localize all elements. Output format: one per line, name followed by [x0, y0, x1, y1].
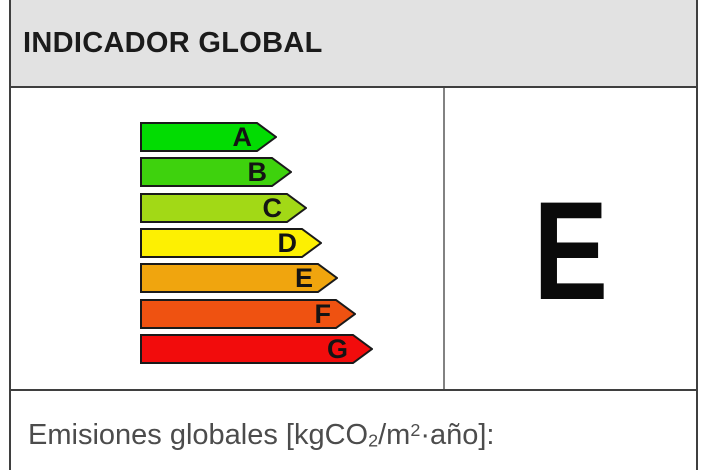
emissions-label-mid: /m — [378, 419, 411, 451]
scale-arrow-d: D — [140, 228, 322, 258]
scale-arrow-b: B — [140, 157, 292, 187]
arrow-shape-icon — [140, 299, 356, 329]
scale-arrow-f: F — [140, 299, 356, 329]
emissions-label: Emisiones globales [kgCO2/m2·año]: — [28, 419, 495, 452]
scale-letter-f: F — [314, 299, 332, 329]
section-header: INDICADOR GLOBAL — [11, 0, 696, 88]
arrow-shape-icon — [140, 122, 277, 152]
scale-arrow-e: E — [140, 263, 338, 293]
rating-letter: E — [533, 171, 608, 329]
section-title: INDICADOR GLOBAL — [23, 26, 323, 59]
arrow-shape-icon — [140, 263, 338, 293]
scale-letter-e: E — [294, 263, 313, 293]
scale-letter-a: A — [232, 122, 253, 152]
scale-letter-d: D — [277, 228, 298, 258]
emissions-row: Emisiones globales [kgCO2/m2·año]: — [11, 389, 696, 470]
m2-superscript: 2 — [410, 419, 421, 440]
arrow-shape-icon — [140, 334, 373, 364]
scale-letter-c: C — [262, 193, 283, 223]
arrow-shape-icon — [140, 193, 307, 223]
scale-arrow-a: A — [140, 122, 277, 152]
scale-letter-g: G — [326, 334, 348, 364]
vertical-divider — [443, 88, 445, 389]
co2-subscript: 2 — [368, 430, 379, 451]
emissions-label-prefix: Emisiones globales [kgCO — [28, 419, 369, 451]
emissions-label-suffix: ·año]: — [420, 419, 495, 451]
rating-cell: E — [445, 88, 696, 389]
scale-arrow-g: G — [140, 334, 373, 364]
arrow-shape-icon — [140, 157, 292, 187]
scale-letter-b: B — [247, 157, 268, 187]
arrow-shape-icon — [140, 228, 322, 258]
scale-arrow-c: C — [140, 193, 307, 223]
